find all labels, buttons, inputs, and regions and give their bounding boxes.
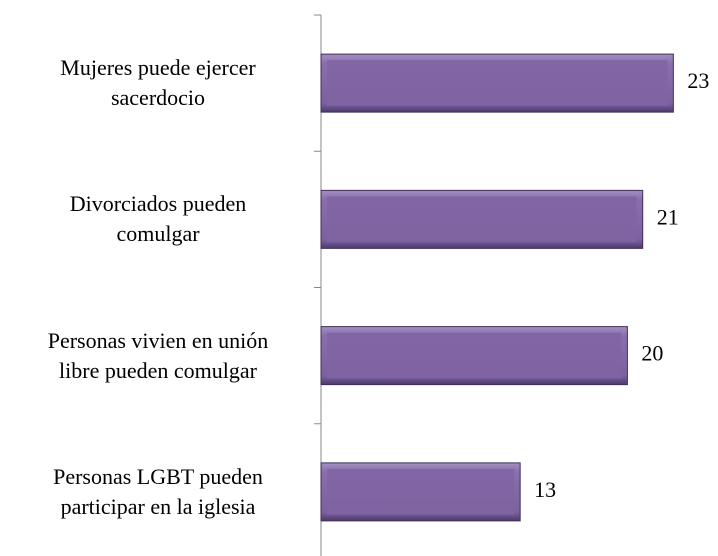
- category-label: Personas LGBT pueden participar en la ig…: [53, 463, 263, 519]
- bar-face: [327, 468, 515, 515]
- bar-face: [327, 196, 637, 243]
- value-label: 21: [657, 204, 679, 229]
- value-label: 13: [534, 477, 556, 502]
- value-label: 23: [687, 68, 709, 93]
- category-label: Personas vivien en unión libre pueden co…: [47, 327, 269, 383]
- category-label: Mujeres puede ejercer sacerdocio: [60, 55, 256, 111]
- bar-face: [327, 60, 668, 107]
- bar-face: [327, 332, 622, 379]
- category-label: Divorciados pueden comulgar: [69, 191, 247, 247]
- value-label: 20: [641, 341, 663, 366]
